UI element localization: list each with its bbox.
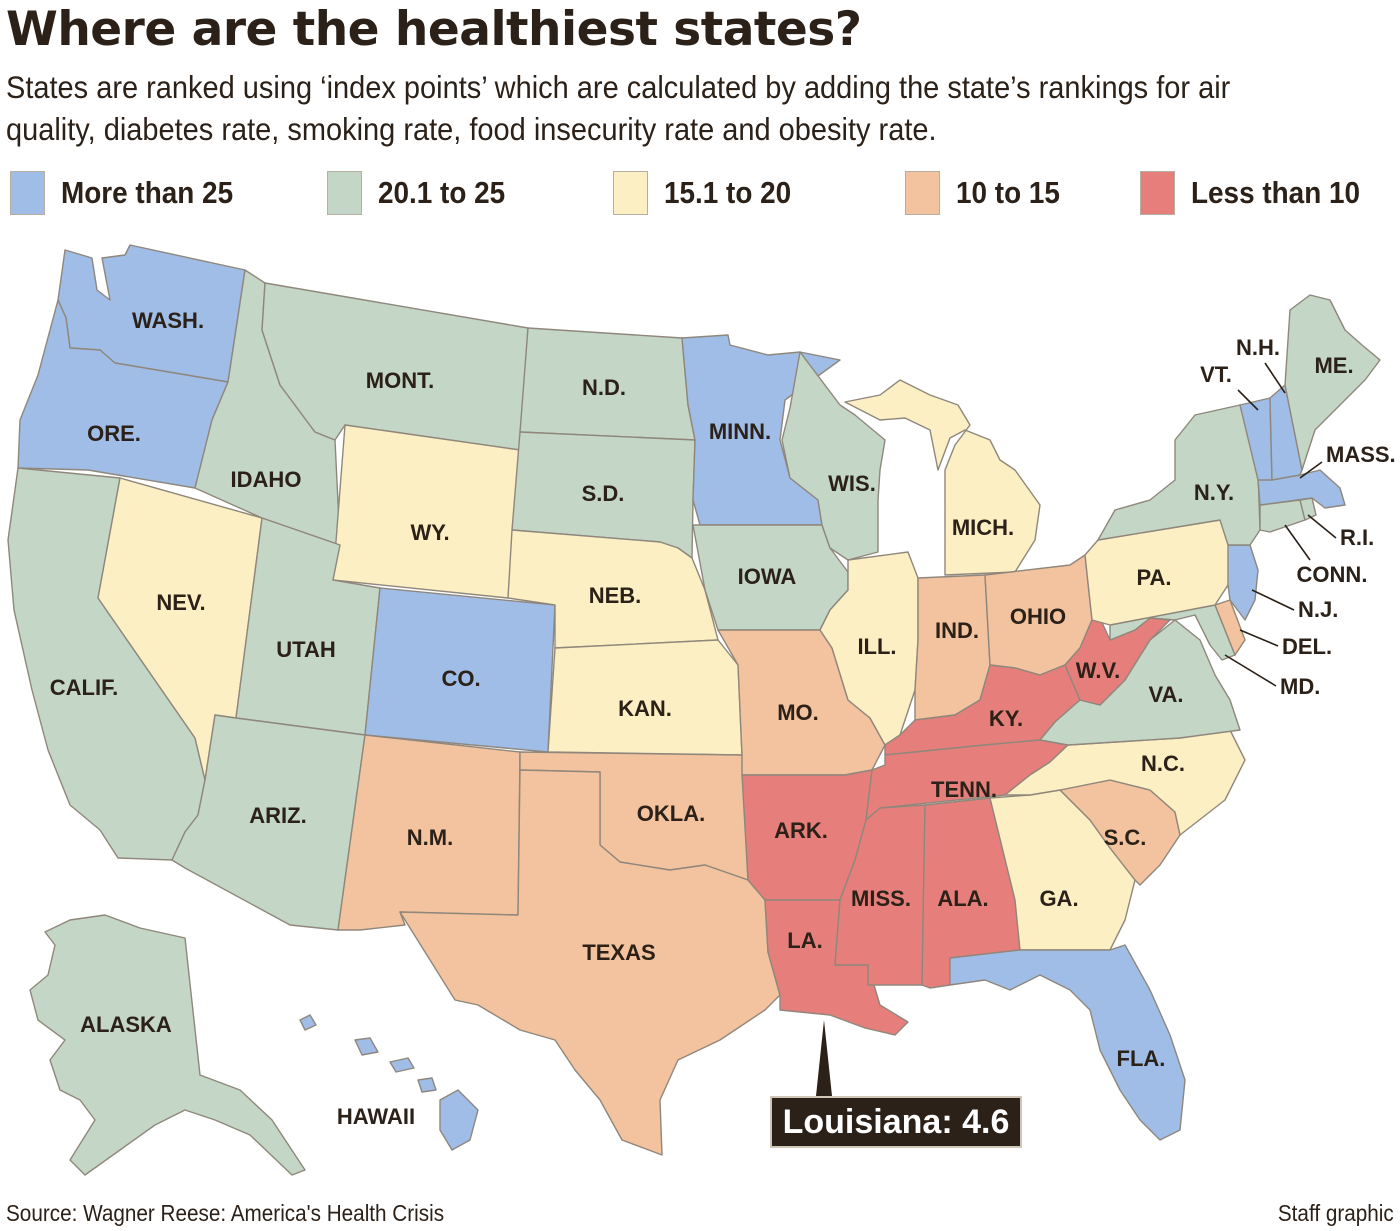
map-title: Where are the healthiest states?	[6, 2, 862, 57]
leader-line-conn	[1284, 524, 1311, 561]
state-hawaii	[299, 1014, 479, 1151]
state-label-kan: KAN.	[618, 696, 672, 721]
state-label-co: CO.	[441, 666, 480, 691]
state-label-del: DEL.	[1282, 634, 1332, 659]
state-label-nm: N.M.	[407, 825, 453, 850]
state-label-mass: MASS.	[1326, 442, 1396, 467]
state-label-pa: PA.	[1136, 565, 1171, 590]
state-label-nh: N.H.	[1236, 335, 1280, 360]
state-label-mont: MONT.	[366, 368, 434, 393]
state-label-iowa: IOWA	[738, 564, 797, 589]
state-label-sc: S.C.	[1104, 825, 1147, 850]
state-label-ore: ORE.	[87, 421, 141, 446]
state-conn	[1259, 499, 1306, 533]
state-wy	[332, 424, 521, 599]
state-label-wis: WIS.	[828, 471, 876, 496]
state-label-hawaii: HAWAII	[337, 1104, 415, 1129]
state-label-md: MD.	[1280, 674, 1320, 699]
state-label-alaska: ALASKA	[80, 1012, 172, 1037]
state-label-nd: N.D.	[582, 375, 626, 400]
state-texas	[399, 769, 781, 1156]
state-label-ny: N.Y.	[1194, 480, 1234, 505]
source-note: Source: Wagner Reese: America's Health C…	[6, 1200, 445, 1226]
state-miss	[834, 804, 926, 986]
state-label-ark: ARK.	[774, 818, 828, 843]
state-nh	[1269, 384, 1303, 481]
state-label-tenn: TENN.	[931, 777, 997, 802]
state-label-la: LA.	[787, 928, 822, 953]
state-label-ariz: ARIZ.	[249, 803, 306, 828]
state-label-va: VA.	[1148, 682, 1183, 707]
leader-line-nj	[1251, 589, 1295, 611]
state-label-ga: GA.	[1039, 886, 1078, 911]
state-label-wash: WASH.	[132, 308, 204, 333]
leader-line-del	[1239, 629, 1279, 647]
state-label-nev: NEV.	[156, 590, 205, 615]
state-ny	[1097, 404, 1261, 546]
state-neb	[507, 529, 719, 649]
state-label-ohio: OHIO	[1010, 604, 1066, 629]
leader-lines	[1224, 362, 1337, 687]
state-label-idaho: IDAHO	[231, 467, 302, 492]
state-label-nc: N.C.	[1141, 751, 1185, 776]
state-label-ri: R.I.	[1340, 525, 1374, 550]
state-label-utah: UTAH	[276, 637, 335, 662]
state-label-conn: CONN.	[1297, 562, 1368, 587]
leader-line-nh	[1264, 362, 1286, 394]
state-label-ky: KY.	[989, 706, 1023, 731]
legend-swatch	[10, 171, 45, 215]
credit-note: Staff graphic	[1278, 1200, 1394, 1226]
legend-item-15-to-20: 15.1 to 20	[613, 170, 805, 216]
state-ind	[914, 574, 991, 721]
state-del	[1214, 599, 1246, 656]
legend-swatch	[905, 171, 940, 215]
legend-item-10-to-15: 10 to 15	[905, 170, 1071, 216]
legend-item-20-to-25: 20.1 to 25	[327, 170, 519, 216]
state-label-neb: NEB.	[589, 583, 642, 608]
state-label-mich: MICH.	[952, 515, 1014, 540]
callout-pointer	[816, 1020, 832, 1096]
state-label-ind: IND.	[935, 618, 979, 643]
state-label-miss: MISS.	[851, 886, 911, 911]
leader-line-vt	[1237, 389, 1259, 411]
leader-line-md	[1224, 654, 1277, 687]
state-label-ill: ILL.	[857, 634, 896, 659]
state-label-calif: CALIF.	[50, 675, 118, 700]
state-label-ala: ALA.	[937, 886, 988, 911]
state-label-okla: OKLA.	[637, 801, 705, 826]
state-alaska	[29, 914, 306, 1176]
legend-item-more-than-25: More than 25	[10, 170, 252, 216]
legend-label: 20.1 to 25	[378, 175, 506, 210]
legend-item-less-than-10: Less than 10	[1140, 170, 1379, 216]
legend-swatch	[327, 171, 362, 215]
legend-label: More than 25	[61, 175, 234, 210]
state-label-vt: VT.	[1200, 362, 1232, 387]
state-label-nj: N.J.	[1298, 597, 1338, 622]
state-label-mo: MO.	[777, 700, 819, 725]
legend-swatch	[1140, 171, 1175, 215]
state-label-minn: MINN.	[709, 419, 771, 444]
legend-swatch	[613, 171, 648, 215]
legend-label: 15.1 to 20	[664, 175, 792, 210]
louisiana-callout: Louisiana: 4.6	[770, 1096, 1022, 1148]
legend-label: Less than 10	[1191, 175, 1361, 210]
state-label-sd: S.D.	[582, 481, 625, 506]
state-label-texas: TEXAS	[582, 940, 655, 965]
state-nj	[1227, 544, 1259, 621]
legend-label: 10 to 15	[956, 175, 1060, 210]
state-me	[1284, 294, 1381, 471]
state-label-wv: W.V.	[1076, 658, 1120, 683]
state-nc	[1004, 729, 1246, 836]
state-label-fla: FLA.	[1117, 1046, 1166, 1071]
state-mich	[844, 379, 1041, 576]
leader-line-mass	[1299, 461, 1323, 479]
leader-line-ri	[1307, 514, 1337, 539]
state-label-wy: WY.	[410, 520, 449, 545]
state-label-me: ME.	[1314, 353, 1353, 378]
state-fla	[949, 944, 1186, 1141]
map-subtitle: States are ranked using ‘index points’ w…	[6, 69, 1231, 147]
